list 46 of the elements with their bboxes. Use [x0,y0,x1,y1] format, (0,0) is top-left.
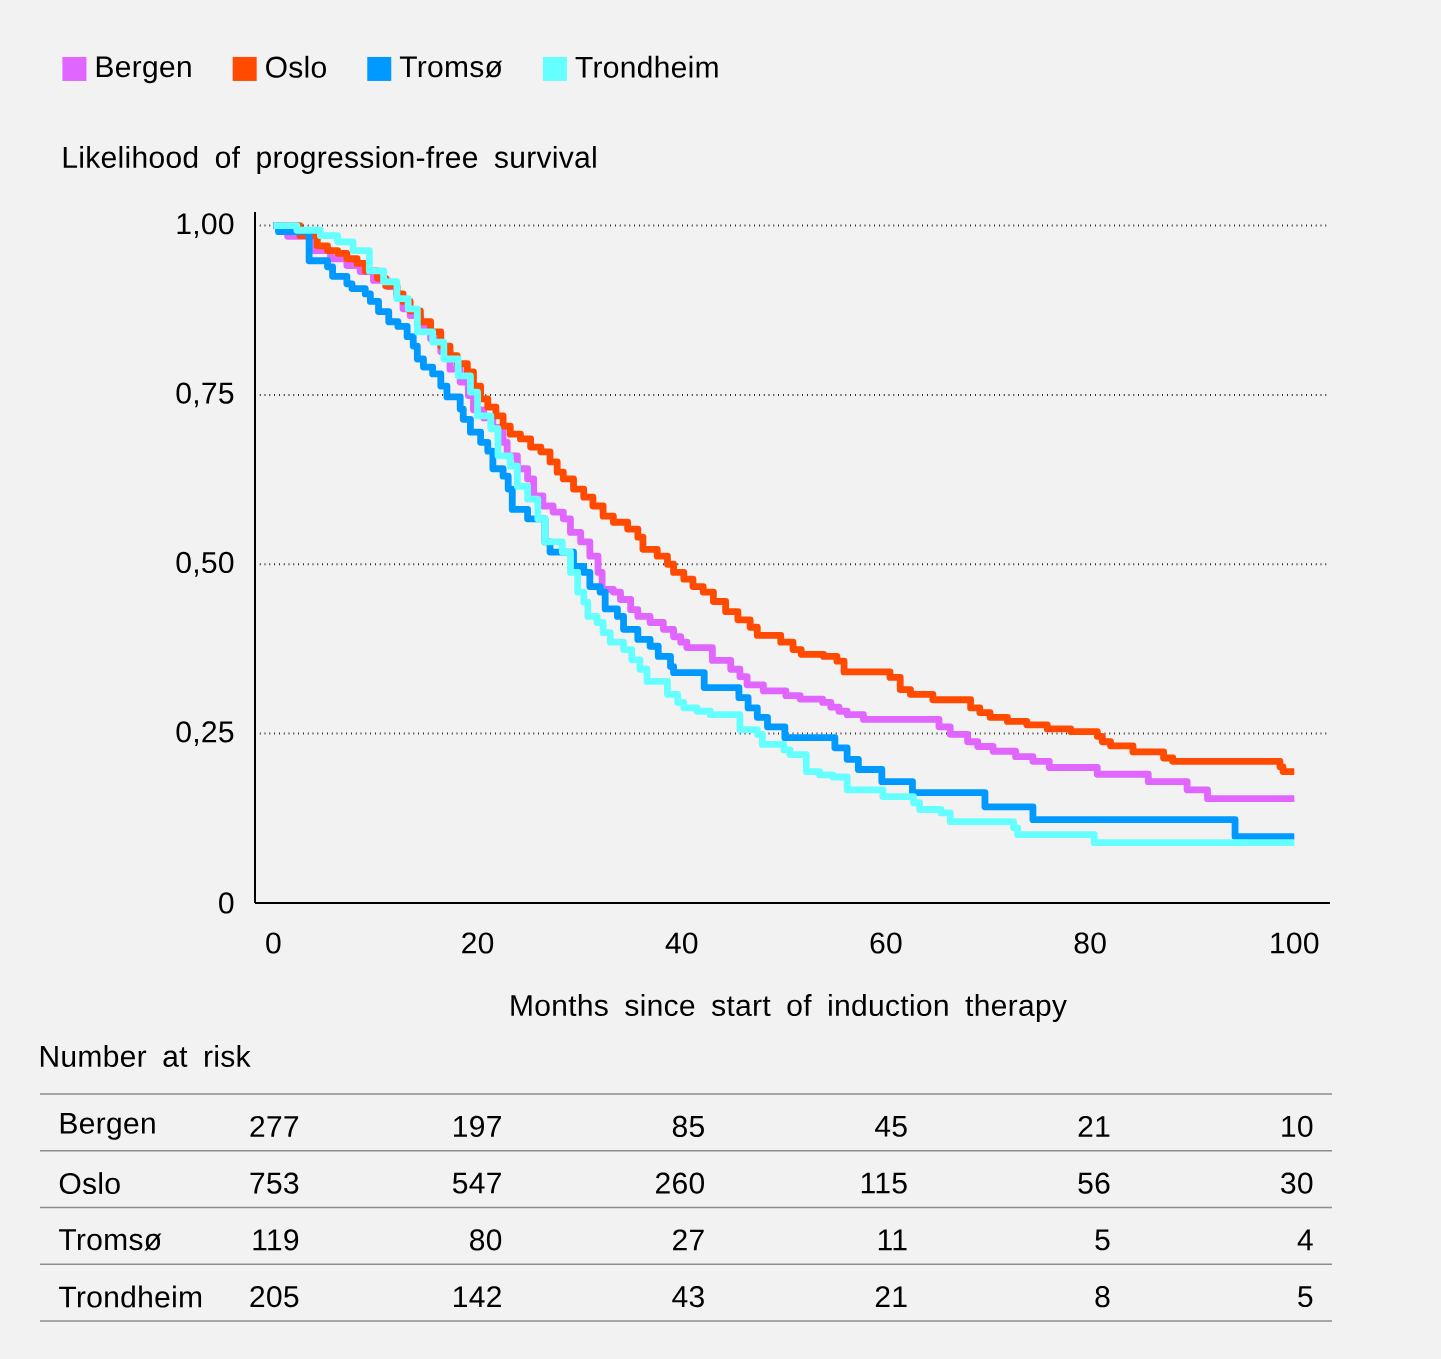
text: Oslo [59,1172,120,1195]
legend-label: Trondheim [575,55,718,78]
y-tick-label: 1,00 [177,213,234,238]
x-tick-label: 0 [266,932,281,954]
text: 5 [1298,1286,1313,1308]
y-tick-label: 0,50 [176,551,234,577]
text: 85 [672,1115,704,1137]
text: 27 [673,1229,704,1251]
text: 119 [253,1229,299,1251]
text: 115 [861,1172,907,1194]
text: 11 [878,1229,907,1251]
text: 4 [1297,1229,1313,1251]
legend-label: Tromsø [399,56,503,78]
x-tick-label: 20 [462,932,494,954]
text: 547 [452,1172,501,1194]
text: Number at risk [40,1044,251,1067]
text: 21 [875,1286,907,1308]
text: 205 [250,1285,299,1308]
x-tick-label: 40 [665,932,698,954]
text: 10 [1282,1115,1313,1137]
x-tick-label: 80 [1074,932,1106,954]
text: 8 [1095,1285,1110,1308]
text: 142 [454,1286,501,1308]
x-axis-title: Months since start of induction therapy [511,994,1067,1022]
text: 43 [672,1285,704,1308]
text: 5 [1095,1229,1110,1251]
y-tick-label: 0,75 [176,382,234,408]
y-tick-label: 0 [219,892,234,914]
text: 277 [250,1115,299,1137]
text: Bergen [60,1112,155,1140]
text: 260 [656,1172,705,1194]
text: Trondheim [59,1285,202,1308]
text: 753 [250,1172,299,1194]
x-tick-label: 60 [870,932,902,954]
y-axis-title: Likelihood of progression-free survival [63,145,596,174]
text: 56 [1078,1172,1110,1194]
y-tick-label: 0,25 [176,721,234,746]
legend-label: Oslo [266,55,326,78]
legend-label: Bergen [96,56,191,84]
text: 21 [1078,1115,1110,1137]
text: 30 [1281,1172,1313,1194]
x-tick-label: 100 [1271,932,1319,954]
text: 197 [454,1115,501,1137]
text: Tromsø [59,1229,162,1251]
text: 45 [875,1115,907,1137]
text: 80 [470,1229,502,1251]
